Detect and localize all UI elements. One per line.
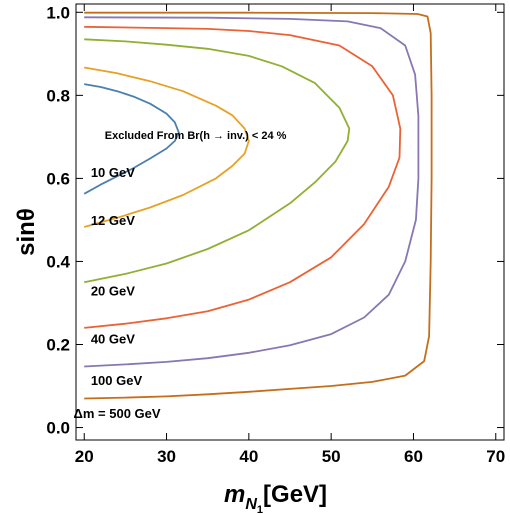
y-tick-label: 0.4: [46, 252, 70, 271]
x-tick-label: 20: [75, 447, 94, 466]
curve-labels: 10 GeV 12 GeV 20 GeV 40 GeV 100 GeV Δm = 500 …: [74, 165, 161, 421]
contour-line: [84, 16, 420, 368]
contour-line: [84, 11, 433, 400]
contour-line: [84, 25, 402, 329]
x-tick-label: 30: [157, 447, 176, 466]
contour-line: [83, 66, 250, 228]
y-tick-label: 0.0: [46, 419, 70, 438]
x-tick-label: 70: [486, 447, 505, 466]
y-tick-label: 0.8: [46, 86, 70, 105]
y-axis-title: sinθ: [13, 208, 40, 256]
exclusion-annotation: Excluded From Br(h → inv.) < 24 %: [105, 130, 287, 142]
x-tick-label: 60: [404, 447, 423, 466]
x-tick-label: 40: [239, 447, 258, 466]
contour-label: 40 GeV: [91, 331, 135, 346]
contour-line: [83, 83, 180, 195]
contour-curves: [83, 11, 433, 400]
contour-label: 20 GeV: [91, 284, 135, 299]
contour-line: [84, 38, 351, 284]
y-tick-label: 0.6: [46, 169, 70, 188]
contour-label: Δm = 500 GeV: [74, 406, 161, 421]
y-tick-label: 0.2: [46, 335, 70, 354]
x-tick-label: 50: [322, 447, 341, 466]
axis-ticks: 20 30 40 50 60 70 0.0 0.2 0.4 0.6 0.8 1.0: [46, 3, 505, 466]
y-tick-label: 1.0: [46, 3, 70, 22]
plot-frame: [75, 3, 505, 441]
x-axis-title: mN1[GeV]: [224, 481, 327, 514]
contour-label: 100 GeV: [91, 373, 143, 388]
contour-label: 12 GeV: [91, 213, 135, 228]
contour-label: 10 GeV: [91, 165, 135, 180]
